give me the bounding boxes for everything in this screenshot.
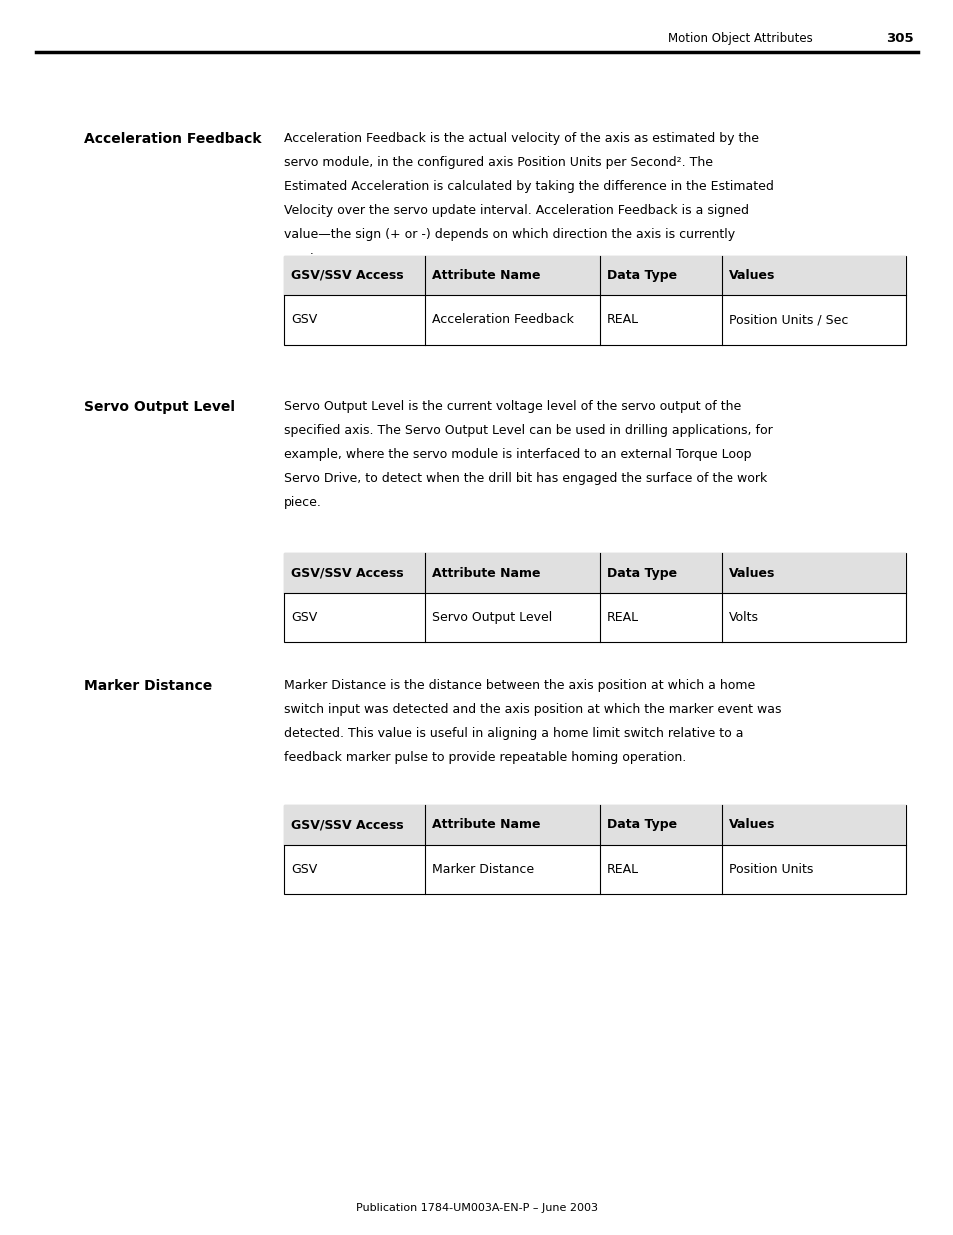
Text: Servo Output Level: Servo Output Level [432,611,552,624]
Text: Acceleration Feedback: Acceleration Feedback [84,132,261,146]
Bar [284,553,905,642]
Text: GSV: GSV [291,863,317,876]
Text: moving.: moving. [284,253,335,266]
Bar [284,256,905,295]
Text: Attribute Name: Attribute Name [432,819,540,831]
Text: switch input was detected and the axis position at which the marker event was: switch input was detected and the axis p… [284,704,781,716]
Bar [284,553,905,593]
Text: GSV/SSV Access: GSV/SSV Access [291,819,403,831]
Text: REAL: REAL [606,863,639,876]
Bar [284,805,905,845]
Text: Position Units: Position Units [728,863,812,876]
Bar [284,805,905,894]
Text: Marker Distance: Marker Distance [84,679,212,693]
Text: specified axis. The Servo Output Level can be used in drilling applications, for: specified axis. The Servo Output Level c… [284,424,772,437]
Text: detected. This value is useful in aligning a home limit switch relative to a: detected. This value is useful in aligni… [284,727,743,741]
Text: Data Type: Data Type [606,269,677,282]
Text: GSV/SSV Access: GSV/SSV Access [291,567,403,579]
Text: Marker Distance is the distance between the axis position at which a home: Marker Distance is the distance between … [284,679,755,693]
Text: Acceleration Feedback is the actual velocity of the axis as estimated by the: Acceleration Feedback is the actual velo… [284,132,759,146]
Text: Marker Distance: Marker Distance [432,863,534,876]
Text: feedback marker pulse to provide repeatable homing operation.: feedback marker pulse to provide repeata… [284,751,686,764]
Text: Servo Drive, to detect when the drill bit has engaged the surface of the work: Servo Drive, to detect when the drill bi… [284,472,767,485]
Text: Data Type: Data Type [606,567,677,579]
Text: REAL: REAL [606,611,639,624]
Text: Motion Object Attributes: Motion Object Attributes [667,32,812,44]
Text: Data Type: Data Type [606,819,677,831]
Text: GSV: GSV [291,314,317,326]
Text: Values: Values [728,819,775,831]
Text: 305: 305 [885,32,913,44]
Bar [284,256,905,345]
Text: servo module, in the configured axis Position Units per Second². The: servo module, in the configured axis Pos… [284,157,713,169]
Text: GSV: GSV [291,611,317,624]
Text: Position Units / Sec: Position Units / Sec [728,314,847,326]
Text: value—the sign (+ or -) depends on which direction the axis is currently: value—the sign (+ or -) depends on which… [284,228,735,242]
Text: Values: Values [728,269,775,282]
Text: Attribute Name: Attribute Name [432,567,540,579]
Text: Volts: Volts [728,611,758,624]
Text: Attribute Name: Attribute Name [432,269,540,282]
Text: piece.: piece. [284,496,322,510]
Text: REAL: REAL [606,314,639,326]
Text: Acceleration Feedback: Acceleration Feedback [432,314,574,326]
Text: Publication 1784-UM003A-EN-P – June 2003: Publication 1784-UM003A-EN-P – June 2003 [355,1203,598,1213]
Text: Servo Output Level: Servo Output Level [84,400,234,414]
Text: Values: Values [728,567,775,579]
Text: Servo Output Level is the current voltage level of the servo output of the: Servo Output Level is the current voltag… [284,400,740,414]
Text: GSV/SSV Access: GSV/SSV Access [291,269,403,282]
Text: Estimated Acceleration is calculated by taking the difference in the Estimated: Estimated Acceleration is calculated by … [284,180,773,194]
Text: Velocity over the servo update interval. Acceleration Feedback is a signed: Velocity over the servo update interval.… [284,204,748,217]
Text: example, where the servo module is interfaced to an external Torque Loop: example, where the servo module is inter… [284,448,751,462]
